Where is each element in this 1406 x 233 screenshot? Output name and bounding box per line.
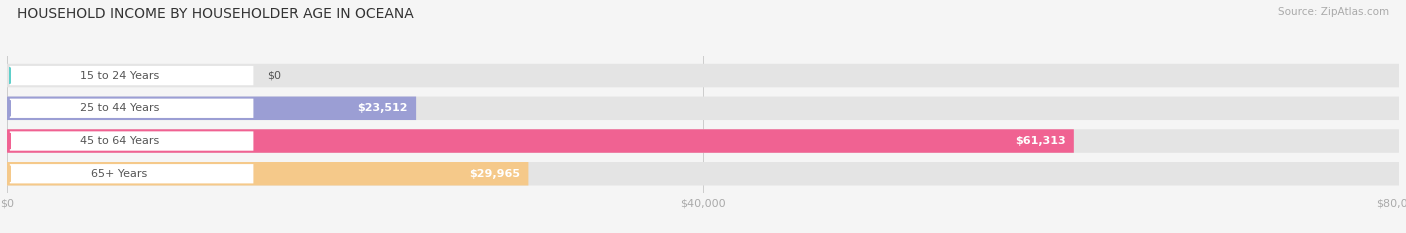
FancyBboxPatch shape	[10, 99, 253, 118]
Text: $29,965: $29,965	[470, 169, 520, 179]
Text: 15 to 24 Years: 15 to 24 Years	[80, 71, 159, 81]
FancyBboxPatch shape	[10, 66, 253, 85]
FancyBboxPatch shape	[7, 162, 1399, 185]
FancyBboxPatch shape	[10, 164, 253, 183]
Text: 45 to 64 Years: 45 to 64 Years	[80, 136, 159, 146]
FancyBboxPatch shape	[10, 131, 253, 151]
FancyBboxPatch shape	[7, 129, 1074, 153]
FancyBboxPatch shape	[7, 96, 1399, 120]
Text: 65+ Years: 65+ Years	[91, 169, 148, 179]
Text: $23,512: $23,512	[357, 103, 408, 113]
FancyBboxPatch shape	[7, 96, 416, 120]
Text: 25 to 44 Years: 25 to 44 Years	[80, 103, 159, 113]
FancyBboxPatch shape	[7, 64, 1399, 87]
Text: HOUSEHOLD INCOME BY HOUSEHOLDER AGE IN OCEANA: HOUSEHOLD INCOME BY HOUSEHOLDER AGE IN O…	[17, 7, 413, 21]
Text: Source: ZipAtlas.com: Source: ZipAtlas.com	[1278, 7, 1389, 17]
FancyBboxPatch shape	[7, 162, 529, 185]
Text: $0: $0	[267, 71, 281, 81]
Text: $61,313: $61,313	[1015, 136, 1066, 146]
FancyBboxPatch shape	[7, 129, 1399, 153]
